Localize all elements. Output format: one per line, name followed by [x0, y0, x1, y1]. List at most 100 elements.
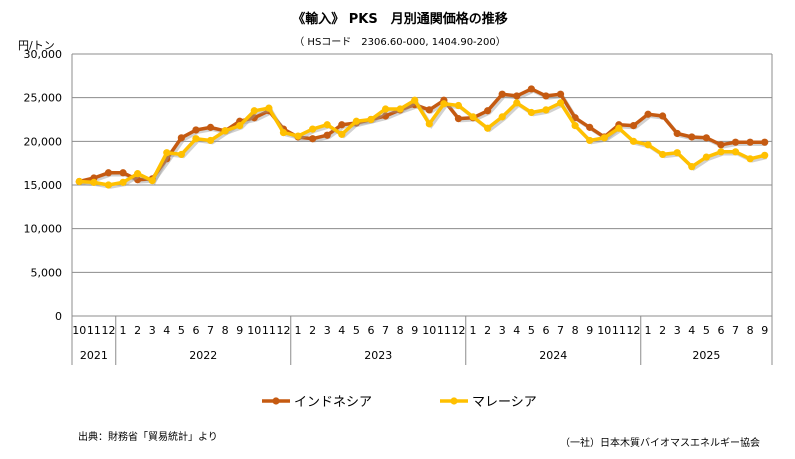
data-point	[425, 106, 433, 114]
data-point	[367, 115, 375, 124]
source-note: 出典：財務省「貿易統計」より	[78, 430, 218, 443]
x-tick-month: 11	[262, 324, 276, 337]
data-point	[309, 135, 317, 143]
data-point	[323, 131, 331, 139]
y-tick-label: 15,000	[24, 179, 63, 192]
data-point	[381, 112, 390, 120]
data-point	[746, 138, 754, 146]
x-tick-month: 8	[572, 324, 579, 337]
data-point	[454, 115, 463, 123]
data-point	[702, 134, 710, 142]
x-tick-month: 8	[747, 324, 754, 337]
x-tick-month: 6	[192, 324, 199, 337]
data-point	[177, 134, 185, 142]
x-tick-month: 10	[72, 324, 86, 337]
data-point	[629, 137, 638, 145]
data-point	[586, 136, 594, 145]
data-point	[527, 85, 535, 93]
legend-label: インドネシア	[294, 395, 372, 410]
data-point	[498, 90, 506, 98]
x-tick-month: 4	[338, 324, 345, 337]
x-tick-month: 2	[134, 324, 141, 337]
data-point	[250, 107, 258, 115]
data-point	[556, 90, 565, 98]
x-tick-month: 1	[645, 324, 652, 337]
x-tick-month: 1	[120, 324, 127, 337]
x-tick-month: 7	[557, 324, 564, 337]
x-tick-month: 7	[382, 324, 389, 337]
data-point	[615, 124, 623, 132]
x-tick-month: 12	[626, 324, 640, 337]
data-point	[119, 169, 127, 177]
data-point	[644, 141, 652, 149]
x-tick-month: 8	[397, 324, 404, 337]
data-point	[717, 148, 725, 156]
data-point	[498, 113, 506, 121]
data-point	[104, 169, 113, 177]
data-point	[746, 155, 754, 163]
data-point	[761, 138, 769, 146]
y-tick-label: 10,000	[24, 223, 63, 236]
data-point	[75, 177, 83, 186]
x-tick-year: 2021	[80, 349, 108, 362]
y-tick-label: 25,000	[24, 92, 63, 105]
data-point	[556, 99, 565, 107]
x-tick-month: 5	[178, 324, 185, 337]
x-tick-month: 9	[761, 324, 768, 337]
x-tick-month: 9	[236, 324, 243, 337]
x-tick-month: 6	[542, 324, 549, 337]
data-point	[600, 134, 608, 142]
data-point	[338, 130, 346, 138]
x-tick-month: 9	[411, 324, 418, 337]
data-point	[629, 122, 638, 130]
y-tick-label: 30,000	[24, 48, 63, 61]
data-point	[586, 123, 594, 131]
x-tick-year: 2025	[692, 349, 720, 362]
x-tick-month: 6	[717, 324, 724, 337]
legend-label: マレーシア	[472, 395, 537, 410]
x-tick-month: 5	[528, 324, 535, 337]
data-point	[134, 176, 142, 184]
x-tick-month: 7	[732, 324, 739, 337]
x-tick-month: 2	[659, 324, 666, 337]
data-point	[352, 117, 360, 125]
x-tick-month: 4	[513, 324, 520, 337]
legend-marker	[450, 397, 458, 405]
x-tick-month: 3	[324, 324, 331, 337]
data-point	[338, 121, 346, 129]
x-tick-month: 5	[703, 324, 710, 337]
credit-note: （一社）日本木質バイオマスエネルギー協会	[560, 436, 760, 449]
x-tick-month: 3	[149, 324, 156, 337]
data-point	[469, 113, 477, 121]
x-tick-month: 7	[207, 324, 214, 337]
x-tick-year: 2022	[189, 349, 217, 362]
data-point	[484, 124, 492, 132]
data-point	[644, 110, 652, 118]
data-point	[571, 114, 579, 122]
data-point	[309, 125, 317, 133]
data-point	[571, 122, 579, 130]
data-point	[688, 163, 696, 171]
y-axis-unit: 円/トン	[18, 39, 55, 52]
data-point	[221, 127, 229, 135]
data-point	[206, 123, 215, 131]
data-point	[527, 108, 535, 117]
x-tick-year: 2024	[539, 349, 567, 362]
data-point	[192, 135, 200, 143]
data-point	[702, 153, 710, 161]
data-point	[659, 112, 667, 120]
x-tick-month: 4	[688, 324, 695, 337]
data-point	[673, 129, 681, 138]
data-point	[279, 129, 288, 137]
data-point	[90, 178, 98, 186]
data-point	[425, 120, 433, 128]
x-tick-month: 12	[276, 324, 290, 337]
data-point	[411, 96, 419, 104]
x-tick-month: 11	[437, 324, 451, 337]
y-tick-label: 0	[55, 310, 62, 323]
data-point	[717, 141, 725, 149]
x-tick-month: 1	[470, 324, 477, 337]
x-tick-month: 2	[309, 324, 316, 337]
chart-title: 《輸入》 PKS 月別通関価格の推移	[292, 11, 508, 27]
